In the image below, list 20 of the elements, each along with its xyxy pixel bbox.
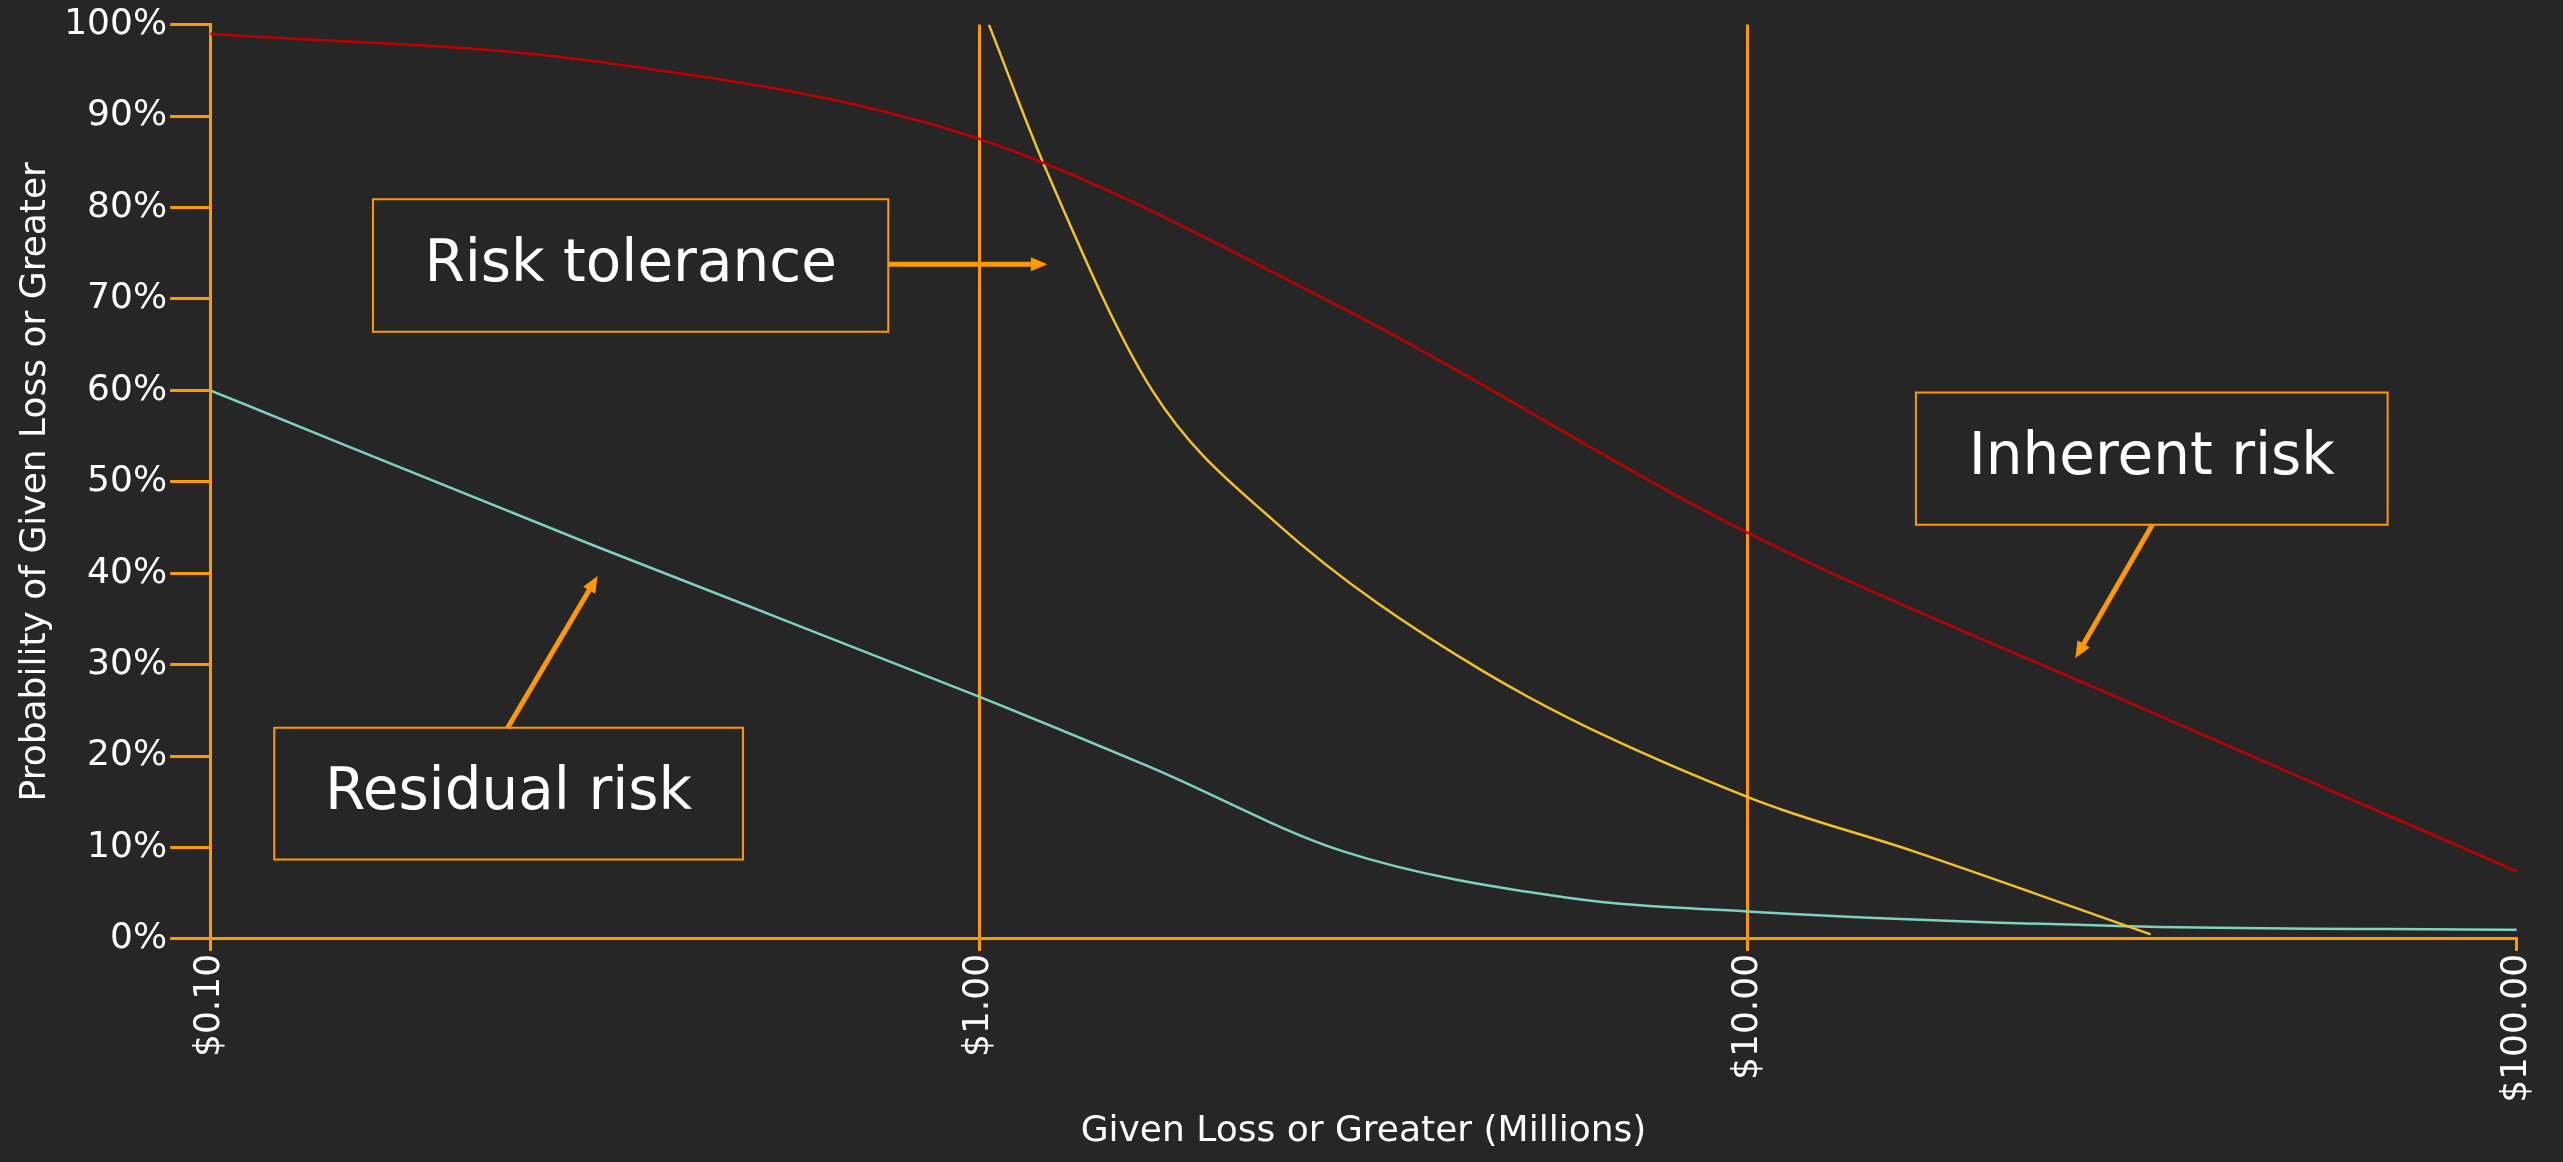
y-tick-label: 90% [87, 92, 168, 134]
y-tick-label: 60% [87, 366, 168, 408]
x-tick-label: $10.00 [1724, 953, 1766, 1080]
y-tick-label: 80% [87, 183, 168, 225]
text: Inherent risk [1968, 419, 2336, 488]
x-tick-label: $100.00 [2493, 953, 2535, 1103]
y-tick-label: 50% [87, 458, 168, 500]
y-tick-label: 30% [87, 640, 168, 682]
y-tick-label: 20% [87, 732, 168, 774]
text: Residual risk [325, 754, 693, 823]
x-tick-label: $1.00 [955, 953, 997, 1057]
y-tick-label: 0% [109, 915, 168, 957]
text: Risk tolerance [424, 226, 837, 295]
y-tick-label: 100% [64, 0, 168, 42]
y-tick-label: 10% [87, 823, 168, 865]
x-axis-title: Given Loss or Greater (Millions) [1080, 1107, 1647, 1149]
y-tick-label: 70% [87, 275, 168, 317]
y-tick-label: 40% [87, 549, 168, 591]
y-axis-title: Probability of Given Loss or Greater [11, 161, 53, 802]
x-tick-label: $0.10 [186, 953, 228, 1057]
